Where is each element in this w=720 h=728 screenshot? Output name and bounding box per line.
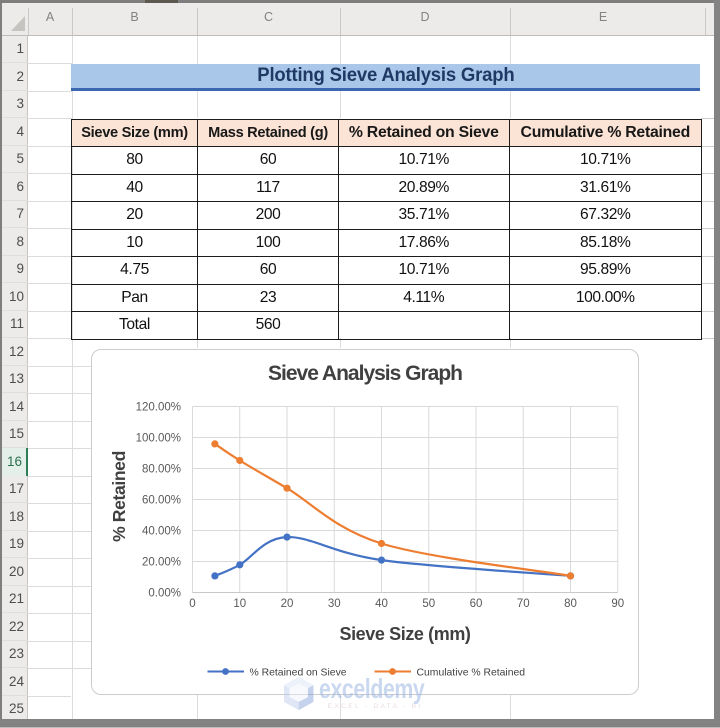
svg-text:% Retained on Sieve: % Retained on Sieve: [249, 667, 346, 678]
svg-text:70: 70: [516, 598, 529, 610]
svg-text:30: 30: [327, 598, 340, 610]
svg-text:Cumulative % Retained: Cumulative % Retained: [416, 667, 525, 678]
svg-text:120.00%: 120.00%: [135, 401, 180, 413]
svg-text:40.00%: 40.00%: [141, 525, 180, 537]
svg-text:40: 40: [375, 598, 388, 610]
svg-text:90: 90: [611, 598, 624, 610]
svg-text:0: 0: [189, 598, 195, 610]
svg-text:60.00%: 60.00%: [141, 494, 180, 506]
svg-text:EXCEL - DATA - BI: EXCEL - DATA - BI: [328, 703, 423, 710]
svg-text:20.00%: 20.00%: [141, 556, 180, 568]
svg-text:0.00%: 0.00%: [148, 587, 181, 599]
svg-text:60: 60: [469, 598, 482, 610]
svg-text:50: 50: [422, 598, 435, 610]
svg-text:100.00%: 100.00%: [135, 432, 180, 444]
svg-text:10: 10: [233, 598, 246, 610]
svg-text:80.00%: 80.00%: [141, 463, 180, 475]
svg-text:exceldemy: exceldemy: [319, 673, 425, 705]
svg-text:Sieve Analysis Graph: Sieve Analysis Graph: [268, 362, 462, 385]
svg-text:% Retained: % Retained: [109, 451, 129, 542]
svg-text:80: 80: [564, 598, 577, 610]
svg-text:20: 20: [280, 598, 293, 610]
svg-text:Sieve Size (mm): Sieve Size (mm): [339, 624, 470, 644]
